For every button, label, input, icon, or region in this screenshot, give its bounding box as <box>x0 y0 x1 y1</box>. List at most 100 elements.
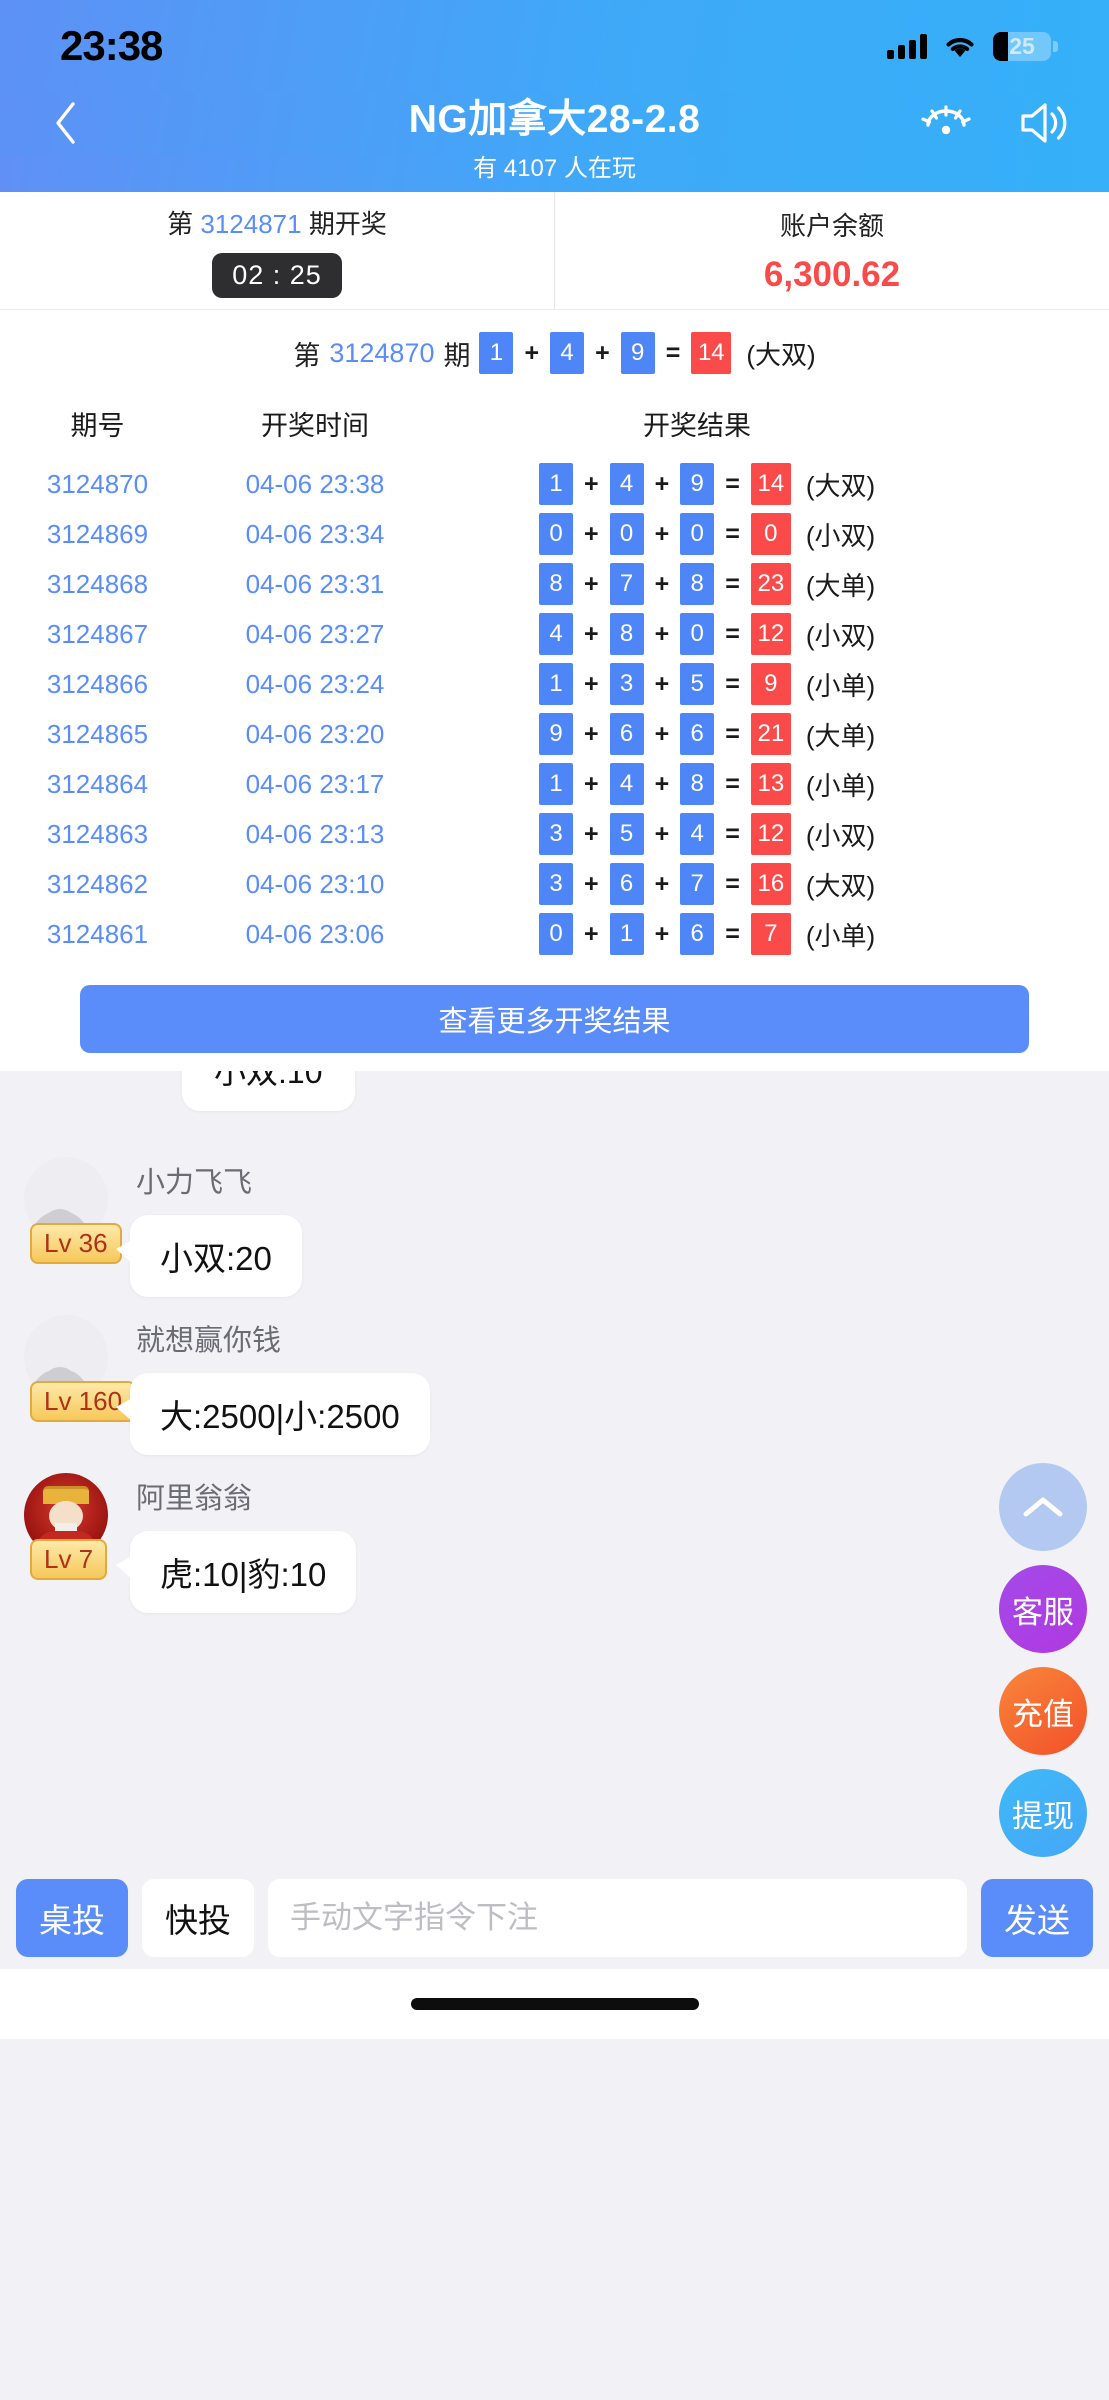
row-ball-3: 7 <box>680 863 715 905</box>
plus-operator: + <box>654 469 670 498</box>
row-draw-result: 8 +7 +8 = 23 (大单) <box>435 563 1109 605</box>
row-issue-number: 3124868 <box>46 568 149 599</box>
row-draw-time: 04-06 23:06 <box>245 918 385 949</box>
send-button[interactable]: 发送 <box>981 1879 1093 1957</box>
customer-service-button[interactable]: 客服 <box>999 1565 1087 1653</box>
avatar-container[interactable]: Lv 7 <box>24 1473 112 1580</box>
row-ball-2: 4 <box>609 763 644 805</box>
plus-operator: + <box>654 769 670 798</box>
message-bubble: 小双:20 <box>116 1215 302 1297</box>
status-bar-time: 23:38 <box>60 22 163 69</box>
balance-label: 账户余额 <box>779 211 884 241</box>
row-sum: 12 <box>750 613 791 655</box>
table-row: 3124866 04-06 23:24 1 +3 +5 = 9 (小单) <box>0 659 1109 709</box>
latest-ball-1: 1 <box>479 332 514 374</box>
row-tag: (大双) <box>805 870 876 901</box>
latest-tag: (大双) <box>746 339 816 370</box>
quick-bet-button[interactable]: 快投 <box>142 1879 254 1957</box>
row-tag: (小单) <box>805 670 876 701</box>
summary-bar: 第 3124871 期开奖 02 : 25 账户余额 6,300.62 <box>0 192 1109 310</box>
current-issue-block: 第 3124871 期开奖 02 : 25 <box>0 192 555 309</box>
row-issue-number: 3124864 <box>46 768 149 799</box>
equals-operator: = <box>725 669 740 698</box>
equals-operator: = <box>725 519 740 548</box>
row-ball-3: 9 <box>680 463 715 505</box>
balance-block: 账户余额 6,300.62 <box>555 192 1109 309</box>
app-header: NG加拿大28-2.8 有 4107 人在玩 <box>0 92 1109 182</box>
row-issue-number: 3124866 <box>46 668 149 699</box>
chat-message: Lv 36 小力飞飞 小双:20 <box>0 1139 1109 1297</box>
balance-value: 6,300.62 <box>763 255 901 294</box>
chevron-up-icon <box>1023 1497 1063 1517</box>
row-draw-result: 4 +8 +0 = 12 (小双) <box>435 613 1109 655</box>
plus-operator: + <box>595 338 610 367</box>
plus-operator: + <box>584 569 599 598</box>
header-gradient-tail <box>0 156 1109 192</box>
scroll-up-button[interactable] <box>999 1463 1087 1551</box>
message-username: 阿里翁翁 <box>136 1483 253 1515</box>
latest-issue-number: 3124870 <box>329 337 435 368</box>
row-ball-3: 5 <box>680 663 715 705</box>
avatar-container[interactable]: Lv 36 <box>24 1157 122 1264</box>
countdown-timer: 02 : 25 <box>212 252 342 298</box>
eye-closed-icon[interactable] <box>919 101 973 145</box>
plus-operator: + <box>584 469 599 498</box>
status-bar: 23:38 25 <box>0 0 1109 92</box>
table-bet-button[interactable]: 桌投 <box>16 1879 128 1957</box>
row-issue-number: 3124863 <box>46 818 149 849</box>
row-tag: (大单) <box>805 570 876 601</box>
latest-ball-3: 9 <box>620 332 655 374</box>
row-ball-3: 8 <box>680 563 715 605</box>
plus-operator: + <box>654 619 670 648</box>
plus-operator: + <box>654 869 670 898</box>
table-row: 3124863 04-06 23:13 3 +5 +4 = 12 (小双) <box>0 809 1109 859</box>
row-draw-time: 04-06 23:10 <box>245 868 385 899</box>
wifi-icon <box>946 37 974 57</box>
speaker-volume-icon[interactable] <box>1017 100 1069 146</box>
battery-icon: 25 <box>993 31 1058 61</box>
plus-operator: + <box>584 619 599 648</box>
equals-operator: = <box>665 338 681 367</box>
plus-operator: + <box>654 719 670 748</box>
bet-command-input[interactable] <box>268 1879 967 1957</box>
plus-operator: + <box>584 669 599 698</box>
deposit-button[interactable]: 充值 <box>999 1667 1087 1755</box>
level-badge: Lv 7 <box>30 1539 108 1580</box>
lottery-panel: 第 3124871 期开奖 02 : 25 账户余额 6,300.62 第 31… <box>0 192 1109 1071</box>
row-sum: 14 <box>750 463 791 505</box>
equals-operator: = <box>725 869 740 898</box>
chevron-left-icon <box>56 102 75 144</box>
table-row: 3124868 04-06 23:31 8 +7 +8 = 23 (大单) <box>0 559 1109 609</box>
row-issue-number: 3124861 <box>46 918 149 949</box>
row-ball-3: 4 <box>680 813 715 855</box>
row-ball-2: 7 <box>609 563 644 605</box>
online-players-count: 有 4107 人在玩 <box>473 155 636 182</box>
row-ball-1: 0 <box>539 913 573 955</box>
table-row: 3124870 04-06 23:38 1 +4 +9 = 14 (大双) <box>0 459 1109 509</box>
equals-operator: = <box>725 819 740 848</box>
row-sum: 21 <box>750 713 791 755</box>
row-draw-time: 04-06 23:17 <box>245 768 385 799</box>
row-sum: 23 <box>750 563 791 605</box>
message-bubble: 大:2500|小:2500 <box>116 1373 430 1455</box>
chat-area[interactable]: 小双:10 Lv 36 小力飞飞 小双:20 Lv 160 就想赢你钱 大:2500|小:… <box>0 1071 1109 1867</box>
home-indicator-area <box>0 1969 1109 2039</box>
equals-operator: = <box>725 769 740 798</box>
withdraw-button[interactable]: 提现 <box>999 1769 1087 1857</box>
row-ball-3: 8 <box>680 763 715 805</box>
message-username: 就想赢你钱 <box>136 1325 282 1357</box>
row-sum: 9 <box>750 663 791 705</box>
row-draw-time: 04-06 23:34 <box>245 518 385 549</box>
avatar-container[interactable]: Lv 160 <box>24 1315 137 1422</box>
row-sum: 13 <box>750 763 791 805</box>
row-tag: (大双) <box>805 470 876 501</box>
status-bar-indicators: 25 <box>887 31 1058 61</box>
back-button[interactable] <box>44 98 88 148</box>
column-header-result: 开奖结果 <box>643 411 751 441</box>
row-tag: (小单) <box>805 770 876 801</box>
row-issue-number: 3124865 <box>46 718 149 749</box>
row-ball-2: 6 <box>609 863 644 905</box>
table-row: 3124865 04-06 23:20 9 +6 +6 = 21 (大单) <box>0 709 1109 759</box>
view-more-results-button[interactable]: 查看更多开奖结果 <box>80 985 1029 1053</box>
table-row: 3124862 04-06 23:10 3 +6 +7 = 16 (大双) <box>0 859 1109 909</box>
